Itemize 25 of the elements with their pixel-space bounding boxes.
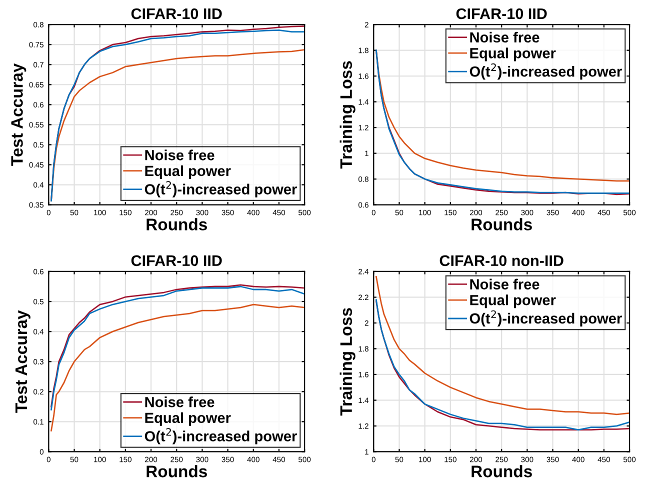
x-axis-title: Rounds [146,218,207,230]
y-axis-title: Training Loss [340,61,356,169]
chart-title: CIFAR-10 non-IID [440,255,564,266]
legend-label: O(t$^{2}$)-increased power [144,428,297,444]
legend-label: O(t$^{2}$)-increased power [470,63,622,80]
y-axis-title: Test Accuray [11,63,26,166]
line-series [376,276,630,416]
legend-label: Noise free [470,278,540,290]
x-axis-title: Rounds [472,218,532,230]
y-axis-title: Test Accuray [15,310,30,413]
legend-label: O(t$^{2}$)-increased power [144,181,297,198]
legend-label: Equal power [145,165,231,179]
legend-label: Noise free [470,32,540,43]
legend-label: Noise free [145,396,214,408]
legend-label: Noise free [145,150,214,160]
legend-label: Equal power [470,294,556,308]
chart-title: CIFAR-10 IID [131,8,222,20]
x-axis-title: Rounds [146,465,207,478]
chart-title: CIFAR-10 IID [131,255,222,266]
y-axis-title: Training Loss [340,308,356,416]
legend-label: Equal power [470,48,556,62]
legend-label: O(t$^{2}$)-increased power [470,310,622,327]
chart-title: CIFAR-10 IID [456,8,547,20]
x-axis-title: Rounds [472,465,532,478]
legend-label: Equal power [145,412,231,426]
